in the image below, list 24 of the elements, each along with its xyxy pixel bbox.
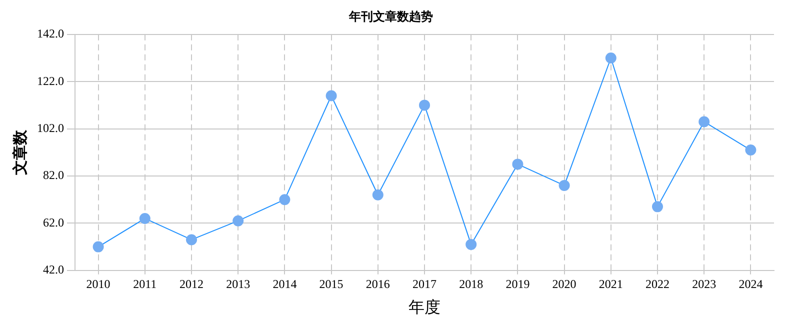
y-tick-label: 102.0 (37, 120, 64, 135)
y-tick-label: 122.0 (37, 74, 64, 88)
chart-title: 年刊文章数趋势 (348, 9, 433, 24)
x-tick-label: 2011 (133, 276, 157, 291)
x-tick-label: 2014 (272, 276, 297, 291)
x-tick-label: 2012 (180, 276, 204, 291)
x-tick-label: 2017 (412, 276, 436, 291)
y-tick-label: 142.0 (37, 26, 64, 41)
x-tick-label: 2016 (366, 276, 390, 291)
x-axis-title: 年度 (408, 298, 440, 317)
x-tick-label: 2013 (226, 276, 250, 291)
y-tick-label: 42.0 (43, 262, 64, 277)
x-tick-label: 2015 (319, 276, 344, 291)
x-tick-label: 2019 (506, 276, 530, 291)
x-tick-label: 2018 (459, 276, 484, 291)
y-tick-label: 82.0 (43, 168, 64, 182)
x-tick-label: 2021 (598, 276, 623, 291)
x-tick-label: 2024 (738, 276, 763, 291)
y-axis-title: 文章数 (10, 128, 29, 176)
x-tick-label: 2010 (86, 276, 110, 291)
x-tick-label: 2022 (646, 276, 670, 291)
x-tick-label: 2023 (692, 276, 716, 291)
x-tick-label: 2020 (552, 276, 576, 291)
y-tick-label: 62.0 (43, 215, 64, 230)
